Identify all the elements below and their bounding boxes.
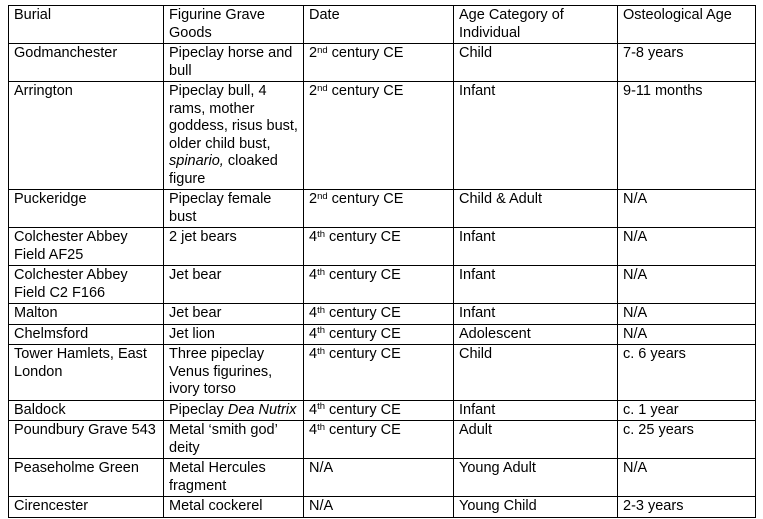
- cell-age_category: Infant: [453, 81, 618, 190]
- cell-age_category: Infant: [453, 303, 618, 325]
- column-header-osteo_age: Osteological Age: [617, 5, 756, 44]
- cell-date: 2nd century CE: [303, 43, 454, 82]
- cell-goods: Pipeclay Dea Nutrix: [163, 399, 304, 421]
- cell-age_category: Infant: [453, 227, 618, 266]
- cell-date: 4th century CE: [303, 420, 454, 459]
- table-row: Tower Hamlets, East London Three pipeclay…: [8, 344, 756, 401]
- table-row: Godmanchester Pipeclay horse and bull 2nd …: [8, 43, 756, 82]
- cell-osteo_age: c. 6 years: [617, 344, 756, 401]
- cell-burial: Colchester Abbey Field C2 F166: [8, 265, 164, 304]
- cell-goods: Pipeclay bull, 4 rams, mother goddess, r…: [163, 81, 304, 190]
- cell-age_category: Adolescent: [453, 323, 618, 345]
- cell-osteo_age: N/A: [617, 458, 756, 497]
- cell-age_category: Child & Adult: [453, 189, 618, 228]
- cell-goods: Metal ‘smith god’ deity: [163, 420, 304, 459]
- cell-osteo_age: N/A: [617, 323, 756, 345]
- cell-burial: Peaseholme Green: [8, 458, 164, 497]
- cell-burial: Poundbury Grave 543: [8, 420, 164, 459]
- cell-age_category: Young Adult: [453, 458, 618, 497]
- cell-osteo_age: N/A: [617, 265, 756, 304]
- column-header-goods: Figurine Grave Goods: [163, 5, 304, 44]
- cell-burial: Godmanchester: [8, 43, 164, 82]
- cell-date: 4th century CE: [303, 323, 454, 345]
- table-row: Poundbury Grave 543 Metal ‘smith god’ dei…: [8, 420, 756, 459]
- burial-figurines-table: Burial Figurine Grave Goods Date Age Catego…: [8, 5, 756, 518]
- cell-burial: Arrington: [8, 81, 164, 190]
- cell-goods: Jet bear: [163, 265, 304, 304]
- cell-date: 2nd century CE: [303, 81, 454, 190]
- cell-osteo_age: 7-8 years: [617, 43, 756, 82]
- cell-burial: Malton: [8, 303, 164, 325]
- cell-goods: Three pipeclay Venus figurines, ivory to…: [163, 344, 304, 401]
- cell-burial: Puckeridge: [8, 189, 164, 228]
- cell-osteo_age: N/A: [617, 189, 756, 228]
- cell-age_category: Child: [453, 344, 618, 401]
- column-header-date: Date: [303, 5, 454, 44]
- cell-date: 4th century CE: [303, 227, 454, 266]
- column-header-burial: Burial: [8, 5, 164, 44]
- cell-date: N/A: [303, 458, 454, 497]
- cell-date: 4th century CE: [303, 303, 454, 325]
- cell-osteo_age: 2-3 years: [617, 496, 756, 518]
- cell-age_category: Infant: [453, 399, 618, 421]
- cell-age_category: Infant: [453, 265, 618, 304]
- cell-goods: 2 jet bears: [163, 227, 304, 266]
- table-row: Puckeridge Pipeclay female bust 2nd centur…: [8, 189, 756, 228]
- table-row: Chelmsford Jet lion 4th century CE Adolesce…: [8, 323, 756, 345]
- cell-date: 2nd century CE: [303, 189, 454, 228]
- cell-burial: Baldock: [8, 399, 164, 421]
- cell-osteo_age: N/A: [617, 227, 756, 266]
- cell-goods: Metal Hercules fragment: [163, 458, 304, 497]
- cell-osteo_age: c. 1 year: [617, 399, 756, 421]
- table-row: Colchester Abbey Field AF25 2 jet bears 4t…: [8, 227, 756, 266]
- cell-osteo_age: 9-11 months: [617, 81, 756, 190]
- table-row: Baldock Pipeclay Dea Nutrix 4th century CE…: [8, 399, 756, 421]
- cell-date: 4th century CE: [303, 399, 454, 421]
- cell-osteo_age: N/A: [617, 303, 756, 325]
- cell-goods: Pipeclay horse and bull: [163, 43, 304, 82]
- cell-goods: Jet lion: [163, 323, 304, 345]
- cell-osteo_age: c. 25 years: [617, 420, 756, 459]
- cell-age_category: Adult: [453, 420, 618, 459]
- table-row: Malton Jet bear 4th century CE Infant N/A: [8, 303, 756, 325]
- table-row: Cirencester Metal cockerel N/A Young Child 2…: [8, 496, 756, 518]
- cell-date: 4th century CE: [303, 265, 454, 304]
- table-row: Arrington Pipeclay bull, 4 rams, mother g…: [8, 81, 756, 190]
- cell-burial: Colchester Abbey Field AF25: [8, 227, 164, 266]
- table-header-row: Burial Figurine Grave Goods Date Age Catego…: [8, 5, 756, 44]
- cell-age_category: Child: [453, 43, 618, 82]
- column-header-age_category: Age Category of Individual: [453, 5, 618, 44]
- cell-burial: Tower Hamlets, East London: [8, 344, 164, 401]
- cell-date: 4th century CE: [303, 344, 454, 401]
- table-row: Peaseholme Green Metal Hercules fragment N…: [8, 458, 756, 497]
- table-row: Colchester Abbey Field C2 F166 Jet bear 4t…: [8, 265, 756, 304]
- cell-goods: Jet bear: [163, 303, 304, 325]
- cell-burial: Chelmsford: [8, 323, 164, 345]
- cell-goods: Pipeclay female bust: [163, 189, 304, 228]
